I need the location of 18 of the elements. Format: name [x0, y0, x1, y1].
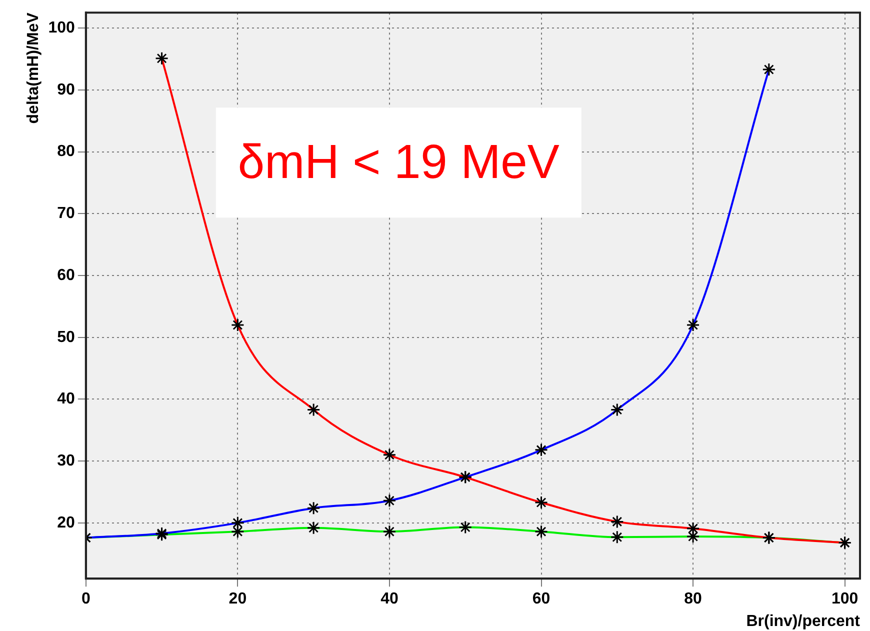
annotation: δmH < 19 MeV	[238, 136, 560, 189]
x-tick-label: 20	[228, 590, 247, 608]
y-tick-label: 100	[48, 19, 75, 36]
x-tick-label: 0	[81, 590, 90, 608]
y-tick-label: 60	[57, 266, 75, 284]
y-tick-label: 50	[57, 328, 75, 346]
y-tick-label: 20	[57, 514, 75, 532]
x-tick-label: 60	[532, 590, 550, 608]
x-axis-title: Br(inv)/percent	[746, 612, 861, 630]
x-tick-label: 80	[684, 590, 702, 608]
y-axis-title: delta(mH)/MeV	[25, 12, 42, 124]
y-tick-label: 80	[57, 143, 75, 160]
y-tick-label: 70	[57, 205, 75, 222]
y-tick-label: 30	[57, 452, 75, 470]
x-tick-label: 100	[831, 590, 858, 608]
y-tick-label: 90	[57, 81, 75, 98]
y-tick-label: 40	[57, 390, 75, 408]
x-tick-label: 40	[380, 590, 398, 608]
